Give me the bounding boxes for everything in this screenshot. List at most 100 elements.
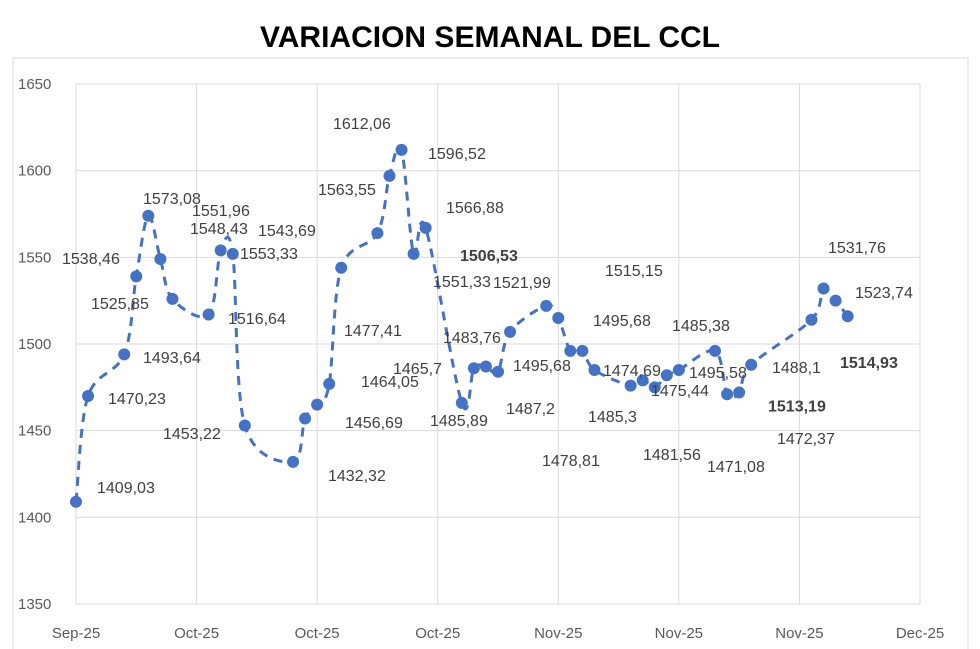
x-tick-label: Nov-25 (775, 625, 823, 642)
data-point (829, 294, 842, 307)
y-tick-label: 1550 (18, 249, 51, 266)
data-label: 1538,46 (62, 251, 120, 268)
data-point (564, 344, 577, 357)
data-point (142, 209, 155, 222)
data-label: 1551,96 (192, 203, 250, 220)
data-label: 1612,06 (333, 116, 391, 133)
data-label: 1553,33 (240, 246, 298, 263)
data-label: 1478,81 (542, 453, 600, 470)
data-point (226, 247, 239, 260)
data-point (238, 419, 251, 432)
data-point (214, 244, 227, 257)
data-label: 1409,03 (97, 480, 155, 497)
data-point (323, 377, 336, 390)
data-label: 1432,32 (328, 468, 386, 485)
chart-border (12, 57, 969, 649)
y-tick-label: 1500 (18, 336, 51, 353)
data-label: 1465,7 (393, 361, 442, 378)
data-label: 1551,33 (433, 274, 491, 291)
data-label: 1483,76 (443, 330, 501, 347)
data-point (118, 348, 131, 361)
data-point (395, 143, 408, 156)
x-tick-label: Sep-25 (52, 625, 100, 642)
data-label: 1474,69 (603, 363, 661, 380)
data-point (287, 455, 300, 468)
data-point (805, 313, 818, 326)
y-tick-label: 1600 (18, 163, 51, 180)
y-tick-label: 1450 (18, 423, 51, 440)
x-tick-label: Oct-25 (174, 625, 219, 642)
data-point (709, 344, 722, 357)
data-label: 1495,68 (513, 358, 571, 375)
data-label: 1485,3 (588, 409, 637, 426)
x-tick-label: Nov-25 (655, 625, 703, 642)
data-label: 1514,93 (840, 355, 898, 372)
x-tick-label: Oct-25 (295, 625, 340, 642)
data-label: 1543,69 (258, 223, 316, 240)
data-point (733, 386, 746, 399)
data-point (552, 312, 565, 324)
data-point (588, 364, 601, 376)
data-label: 1475,44 (651, 383, 709, 400)
data-point (419, 221, 432, 234)
data-label: 1506,53 (460, 248, 518, 265)
data-label: 1548,43 (190, 221, 248, 238)
data-point (648, 381, 661, 394)
data-point (154, 253, 167, 266)
data-point (371, 227, 384, 240)
data-point (624, 379, 637, 392)
data-label: 1493,64 (143, 350, 201, 367)
data-label: 1485,89 (430, 413, 488, 430)
data-label: 1470,23 (108, 391, 166, 408)
data-label: 1515,15 (605, 263, 663, 280)
data-label: 1485,38 (672, 318, 730, 335)
data-label: 1487,2 (506, 401, 555, 418)
data-point (504, 325, 517, 338)
data-label: 1596,52 (428, 146, 486, 163)
data-point (455, 396, 468, 409)
x-tick-label: Oct-25 (415, 625, 460, 642)
data-label: 1488,1 (772, 360, 821, 377)
data-point (540, 299, 553, 312)
chart-title: VARIACION SEMANAL DEL CCL (260, 21, 720, 54)
data-label: 1573,08 (143, 191, 201, 208)
data-label: 1531,76 (828, 240, 886, 257)
data-label: 1453,22 (163, 426, 221, 443)
x-tick-label: Dec-25 (896, 625, 944, 642)
data-label: 1495,58 (689, 365, 747, 382)
data-point (745, 358, 758, 371)
data-point (130, 270, 143, 283)
data-label: 1472,37 (777, 431, 835, 448)
data-point (202, 308, 215, 321)
data-point (383, 169, 396, 182)
data-point (407, 247, 420, 260)
data-label: 1525,85 (91, 296, 149, 313)
data-label: 1471,08 (707, 459, 765, 476)
data-point (479, 360, 492, 373)
data-label: 1477,41 (344, 323, 402, 340)
data-point (492, 365, 504, 378)
data-point (841, 310, 854, 323)
data-point (672, 364, 685, 376)
data-point (299, 412, 312, 425)
data-point (70, 495, 82, 508)
data-point (166, 292, 179, 305)
y-tick-label: 1400 (18, 509, 51, 526)
x-tick-label: Nov-25 (534, 625, 582, 642)
data-label: 1456,69 (345, 415, 403, 432)
y-tick-label: 1650 (18, 76, 51, 93)
data-point (82, 390, 95, 402)
data-label: 1521,99 (493, 275, 551, 292)
data-point (576, 344, 589, 357)
data-label: 1513,19 (768, 398, 826, 415)
data-point (817, 282, 830, 295)
y-tick-label: 1350 (18, 596, 51, 613)
data-label: 1495,68 (593, 313, 651, 330)
data-point (721, 388, 734, 401)
data-point (660, 369, 673, 382)
data-label: 1464,05 (361, 374, 419, 391)
data-label: 1516,64 (228, 311, 286, 328)
data-point (636, 374, 649, 387)
